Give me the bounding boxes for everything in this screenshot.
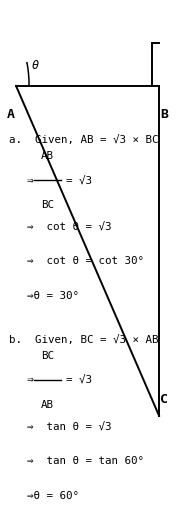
Text: AB: AB: [41, 151, 54, 161]
Text: ⇒: ⇒: [27, 174, 34, 187]
Text: = √3: = √3: [66, 175, 92, 185]
Text: b.  Given, BC = √3 × AB: b. Given, BC = √3 × AB: [9, 335, 159, 345]
Text: A: A: [7, 108, 15, 121]
Text: a.  Given, AB = √3 × BC: a. Given, AB = √3 × BC: [9, 135, 159, 145]
Text: ⇒θ = 30°: ⇒θ = 30°: [27, 291, 79, 301]
Text: ⇒  cot θ = √3: ⇒ cot θ = √3: [27, 222, 111, 232]
Text: B: B: [160, 108, 169, 121]
Text: ⇒θ = 60°: ⇒θ = 60°: [27, 490, 79, 500]
Text: ⇒  cot θ = cot 30°: ⇒ cot θ = cot 30°: [27, 256, 144, 266]
Text: = √3: = √3: [66, 375, 92, 385]
Text: ⇒: ⇒: [27, 373, 34, 387]
Text: C: C: [160, 393, 169, 406]
Text: BC: BC: [41, 351, 54, 361]
Text: ⇒  tan θ = √3: ⇒ tan θ = √3: [27, 422, 111, 432]
Text: BC: BC: [41, 199, 54, 209]
Text: θ: θ: [31, 59, 39, 72]
Text: AB: AB: [41, 399, 54, 409]
Text: ⇒  tan θ = tan 60°: ⇒ tan θ = tan 60°: [27, 456, 144, 466]
